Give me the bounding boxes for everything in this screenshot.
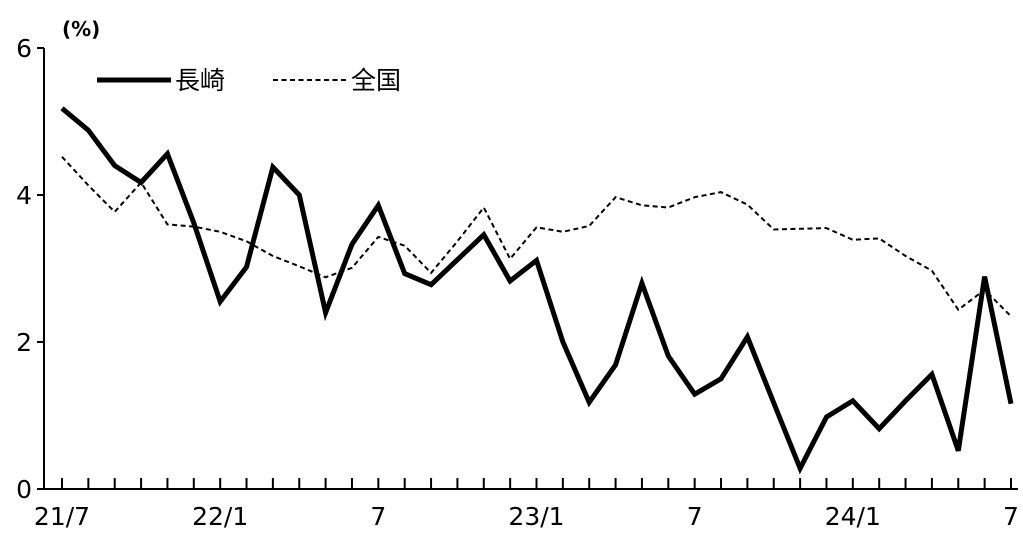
y-ticks: 0 2 4 6	[16, 34, 44, 504]
y-unit-label: (%)	[62, 17, 100, 41]
series-line-nagasaki	[60, 106, 1014, 475]
y-tick-label: 6	[16, 34, 32, 63]
x-tick-label: 23/1	[508, 502, 564, 531]
legend-label-nagasaki: 長崎	[175, 66, 225, 95]
x-tick-label: 7	[687, 502, 703, 531]
x-ticks: 21/7 22/1 7 23/1 7 24/1 7	[34, 478, 1019, 531]
y-tick-label: 2	[16, 328, 32, 357]
x-tick-label: 21/7	[34, 502, 90, 531]
x-tick-label: 7	[370, 502, 386, 531]
legend-label-national: 全国	[351, 66, 401, 95]
legend: 長崎 全国	[97, 66, 401, 95]
y-tick-label: 0	[16, 475, 32, 504]
series-line-national	[61, 156, 1012, 318]
x-tick-label: 24/1	[825, 502, 881, 531]
axes	[43, 48, 1018, 490]
x-tick-label: 7	[1003, 502, 1019, 531]
x-tick-label: 22/1	[192, 502, 248, 531]
y-tick-label: 4	[16, 181, 32, 210]
series-layer	[60, 106, 1014, 475]
